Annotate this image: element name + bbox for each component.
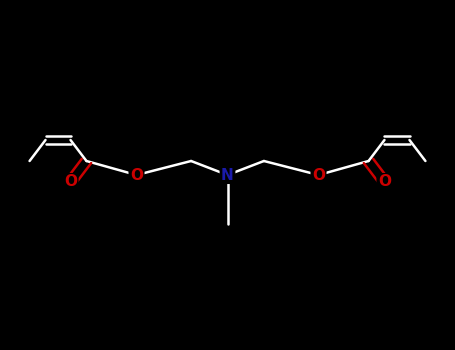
Text: N: N <box>221 168 234 182</box>
Text: O: O <box>378 175 391 189</box>
Text: O: O <box>312 168 325 182</box>
Text: O: O <box>64 175 77 189</box>
Text: O: O <box>130 168 143 182</box>
